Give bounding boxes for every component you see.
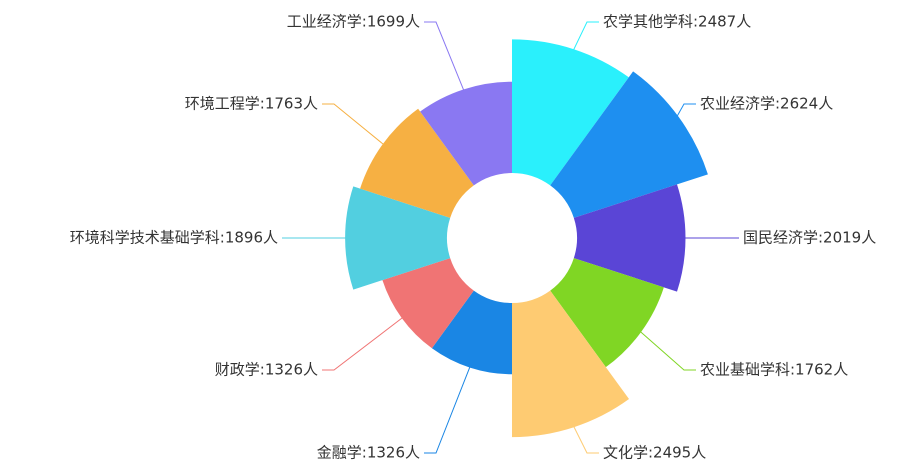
slice-label: 文化学:2495人 xyxy=(603,444,706,462)
leader-line xyxy=(571,423,599,454)
slice-label: 农业经济学:2624人 xyxy=(700,95,833,113)
slice-label: 财政学:1326人 xyxy=(215,361,318,379)
slice-label: 环境工程学:1763人 xyxy=(185,95,318,113)
slice-label: 金融学:1326人 xyxy=(317,444,420,462)
rose-slice xyxy=(573,184,686,292)
slice-label: 工业经济学:1699人 xyxy=(287,13,420,31)
rose-slice xyxy=(512,290,630,438)
leader-line xyxy=(322,315,406,371)
rose-slice xyxy=(431,290,512,375)
slice-label: 农学其他学科:2487人 xyxy=(603,13,751,31)
rose-slice xyxy=(360,108,474,218)
leader-line xyxy=(637,329,696,371)
leader-line xyxy=(571,21,599,54)
leader-line xyxy=(674,103,696,120)
rose-slice xyxy=(420,81,512,186)
rose-slice xyxy=(550,258,664,368)
leader-line xyxy=(322,103,387,147)
rose-slice xyxy=(512,39,629,186)
leader-line xyxy=(424,363,472,454)
slice-label: 环境科学技术基础学科:1896人 xyxy=(70,229,278,247)
slice-label: 农业基础学科:1762人 xyxy=(700,361,848,379)
slice-label: 国民经济学:2019人 xyxy=(743,229,876,247)
rose-slice xyxy=(550,71,708,218)
rose-slice xyxy=(382,258,474,349)
rose-slice xyxy=(345,186,451,290)
leader-line xyxy=(424,21,466,94)
